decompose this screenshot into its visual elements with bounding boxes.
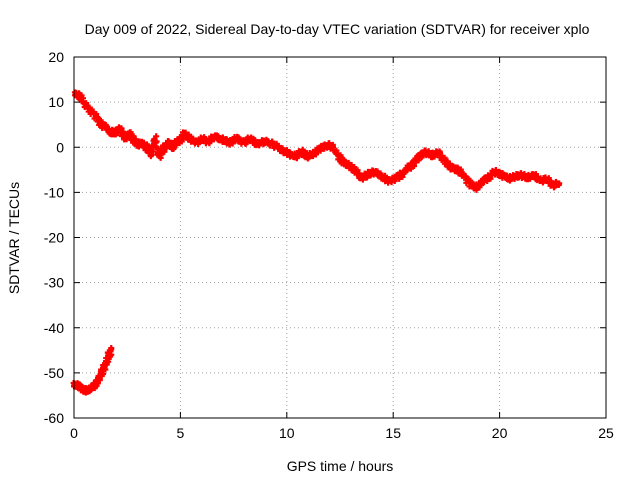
data-point [96, 115, 103, 122]
data-point [275, 143, 282, 150]
data-point [142, 142, 149, 149]
data-point [247, 135, 254, 142]
y-tick-label: 0 [56, 139, 64, 155]
data-point [526, 175, 533, 182]
data-point [147, 153, 154, 160]
tick-labels: 0 5 10 15 20 25 -60 -50 -40 -30 -20 -10 0 10 20 [44, 49, 614, 441]
data-point [157, 151, 164, 158]
data-point [159, 147, 166, 154]
y-tick-label: -10 [44, 184, 64, 200]
x-tick-label: 10 [279, 425, 295, 441]
data-point [313, 149, 320, 156]
x-tick-label: 15 [385, 425, 401, 441]
y-axis-label: SDTVAR / TECUs [6, 182, 22, 294]
data-point [556, 180, 563, 187]
data-point [344, 160, 351, 167]
data-point [79, 98, 86, 105]
chart-title: Day 009 of 2022, Sidereal Day-to-day VTE… [85, 21, 590, 37]
data-point [118, 127, 125, 134]
data-point [236, 135, 243, 142]
data-point [349, 164, 356, 171]
y-tick-label: -20 [44, 230, 64, 246]
data-point [150, 148, 157, 155]
data-point [492, 167, 499, 174]
data-point [551, 183, 558, 190]
data-point [153, 133, 160, 140]
series-layer [70, 89, 563, 396]
data-point [89, 108, 96, 115]
y-tick-label: 10 [48, 94, 64, 110]
data-point [92, 113, 99, 120]
data-point [460, 170, 467, 177]
x-tick-label: 5 [177, 425, 185, 441]
data-point [377, 170, 384, 177]
axis-ticks [73, 56, 607, 419]
data-point [403, 167, 410, 174]
data-point [333, 150, 340, 157]
x-axis-label: GPS time / hours [287, 458, 394, 474]
y-tick-label: -50 [44, 365, 64, 381]
data-point [108, 345, 115, 352]
data-point [83, 102, 90, 109]
data-point [206, 138, 213, 145]
x-tick-label: 0 [70, 425, 78, 441]
y-tick-label: -30 [44, 275, 64, 291]
data-point [299, 148, 306, 155]
data-point [341, 158, 348, 165]
data-point [440, 156, 447, 163]
data-point [153, 138, 160, 145]
data-point [411, 159, 418, 166]
data-point [437, 152, 444, 159]
y-tick-label: 20 [48, 49, 64, 65]
x-tick-label: 25 [598, 425, 614, 441]
data-point [305, 154, 312, 161]
y-tick-label: -40 [44, 320, 64, 336]
y-tick-label: -60 [44, 410, 64, 426]
grid-lines [74, 57, 606, 418]
series-early [70, 345, 115, 396]
x-tick-label: 20 [492, 425, 508, 441]
data-point [152, 144, 159, 151]
series-main [71, 89, 563, 193]
